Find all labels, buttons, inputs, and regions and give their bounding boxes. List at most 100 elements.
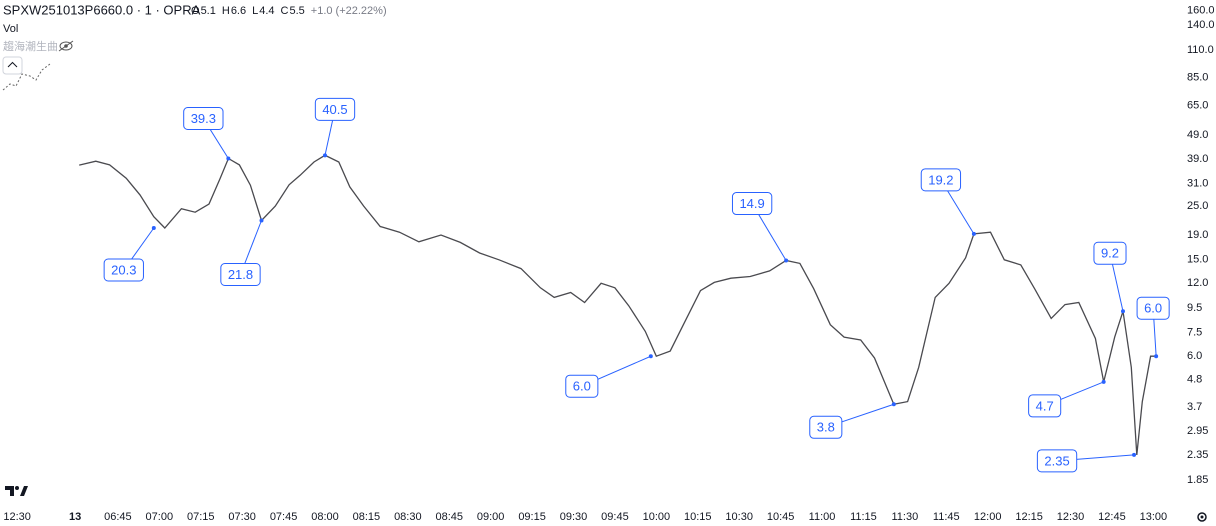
annotation-box	[183, 107, 224, 131]
price-line	[79, 154, 1157, 455]
y-tick-label: 25.0	[1187, 200, 1208, 212]
x-tick-label: 12:15	[1015, 511, 1043, 523]
x-tick-label: 08:00	[311, 511, 339, 523]
x-tick-label: 07:15	[187, 511, 215, 523]
x-tick-label: 09:15	[518, 511, 546, 523]
annotation-box	[920, 168, 962, 192]
annotation-point	[1101, 379, 1106, 384]
x-tick-label: 08:45	[435, 511, 463, 523]
volume-label: Vol	[3, 23, 18, 35]
x-tick-label: 12:30	[1057, 511, 1085, 523]
y-tick-label: 65.0	[1187, 99, 1208, 111]
annotation-point	[1154, 354, 1159, 359]
annotation-box	[1093, 241, 1127, 265]
annotation-box	[1028, 394, 1062, 418]
y-tick-label: 85.0	[1187, 71, 1208, 83]
annotation-label: 14.9	[739, 196, 764, 211]
annotation-label: 6.0	[573, 379, 591, 394]
annotation-label: 4.7	[1036, 398, 1054, 413]
annotation-label: 2.35	[1044, 453, 1069, 468]
annotation-point	[259, 218, 264, 223]
annotation-label: 20.3	[111, 262, 136, 277]
symbol: SPXW251013P6660.0 · 1 · OPRA	[3, 2, 201, 17]
annotation-label: 21.8	[228, 267, 253, 282]
x-tick-label: 10:45	[767, 511, 795, 523]
ohlc-value: 6.6	[231, 5, 246, 17]
x-tick-label: 09:45	[601, 511, 629, 523]
x-tick-label: 09:30	[560, 511, 588, 523]
ohlc-key: H	[222, 5, 230, 17]
x-tick-label: 13:00	[1140, 511, 1168, 523]
x-tick-label: 07:45	[270, 511, 298, 523]
y-tick-label: 2.95	[1187, 425, 1208, 437]
annotation-label: 9.2	[1101, 246, 1119, 261]
eye-icon[interactable]	[58, 40, 74, 52]
ohlc-value: 5.1	[201, 5, 216, 17]
x-tick-label: 11:15	[850, 511, 877, 523]
annotation-point	[784, 258, 789, 263]
ohlc-key: C	[281, 5, 289, 17]
y-tick-label: 2.35	[1187, 449, 1208, 461]
x-tick-label: 11:30	[891, 511, 918, 523]
annotation-box	[809, 415, 843, 439]
collapse-button[interactable]	[2, 56, 23, 75]
y-tick-label: 4.8	[1187, 374, 1202, 386]
annotation-point	[1132, 452, 1137, 457]
y-tick-label: 140.0	[1187, 19, 1215, 31]
annotation-label: 19.2	[928, 172, 953, 187]
y-tick-label: 9.5	[1187, 302, 1202, 314]
annotation-box	[314, 97, 356, 121]
ohlc-key: L	[252, 5, 258, 17]
y-tick-label: 12.0	[1187, 277, 1208, 289]
x-tick-label: 07:00	[146, 511, 174, 523]
annotation-label: 39.3	[191, 111, 216, 126]
x-tick-label: 08:30	[394, 511, 422, 523]
annotation-label: 6.0	[1144, 301, 1162, 316]
x-tick-label: 10:30	[725, 511, 753, 523]
x-tick-label: 08:15	[353, 511, 381, 523]
annotation-point	[226, 156, 231, 161]
y-tick-label: 1.85	[1187, 474, 1208, 486]
y-tick-label: 39.0	[1187, 153, 1208, 165]
ohlc-legend: O 5.1 H 6.6 L 4.4 C 5.5	[191, 5, 305, 17]
x-tick-label: 12:30	[3, 511, 31, 523]
annotation-box	[731, 192, 773, 216]
y-tick-label: 7.5	[1187, 327, 1202, 339]
annotation-point	[648, 354, 653, 359]
x-tick-label: 06:45	[104, 511, 132, 523]
ohlc-value: 4.4	[259, 5, 274, 17]
annotation-point	[891, 402, 896, 407]
x-tick-label: 07:30	[228, 511, 256, 523]
settings-icon[interactable]	[1197, 512, 1207, 522]
plot-area: 160.0 140.0 110.0 85.0 65.0 49.0 39.0 31.0 25.0 1…	[3, 5, 1214, 523]
y-tick-label: 15.0	[1187, 254, 1208, 266]
x-tick-label: 12:45	[1098, 511, 1126, 523]
annotation-point	[971, 231, 976, 236]
x-tick-label: 10:15	[684, 511, 712, 523]
x-tick-label: 13	[69, 511, 81, 523]
mini-preview	[2, 63, 51, 91]
annotation-point	[151, 226, 156, 231]
x-tick-label: 11:00	[809, 511, 836, 523]
annotation-box	[565, 374, 599, 398]
change: +1.0 (+22.22%)	[311, 5, 387, 17]
annotation-box	[1136, 296, 1170, 320]
y-tick-label: 49.0	[1187, 129, 1208, 141]
ohlc-key: O	[191, 5, 200, 17]
annotation-label: 40.5	[322, 102, 347, 117]
y-tick-label: 6.0	[1187, 350, 1202, 362]
annotation-label: 3.8	[817, 420, 835, 435]
indicator-label: 趨海潮生曲	[3, 39, 58, 53]
x-tick-label: 09:00	[477, 511, 505, 523]
y-tick-label: 19.0	[1187, 229, 1208, 241]
y-tick-label: 3.7	[1187, 401, 1202, 413]
annotation-box	[220, 263, 261, 287]
annotation-box	[1036, 449, 1078, 473]
annotation-point	[322, 153, 327, 158]
annotation-box	[103, 258, 144, 282]
annotation-point	[1120, 309, 1125, 314]
tv-logo	[5, 486, 28, 496]
x-tick-label: 11:45	[933, 511, 960, 523]
